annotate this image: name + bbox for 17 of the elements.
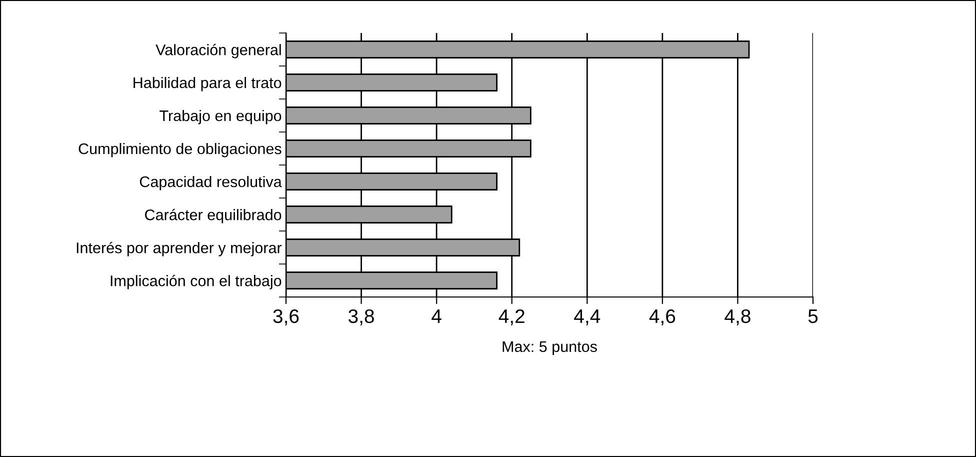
x-tick-label: 3,6 [273,309,299,326]
x-tick-label: 3,8 [348,309,374,326]
y-tick-label: Cumplimiento de obligaciones [78,142,282,158]
x-tick-label: 4,6 [649,309,676,326]
x-tick-label: 5 [808,310,818,324]
x-tick-label: 4,8 [724,309,750,326]
y-tick-label: Trabajo en equipo [160,110,282,124]
y-tick-label: Implicación con el trabajo [110,274,282,290]
x-axis-title: Max: 5 puntos [502,341,597,356]
y-tick-label: Valoración general [156,44,281,58]
y-tick-label: Habilidad para el trato [134,76,282,92]
x-tick-label: 4,2 [498,309,524,326]
y-tick-label: Carácter equilibrado [145,208,282,224]
y-tick-label: Interés por aprender y mejorar [76,242,282,256]
y-tick-label: Capacidad resolutiva [140,176,282,190]
x-tick-label: 4,4 [574,310,600,326]
x-tick-label: 4 [432,310,442,323]
